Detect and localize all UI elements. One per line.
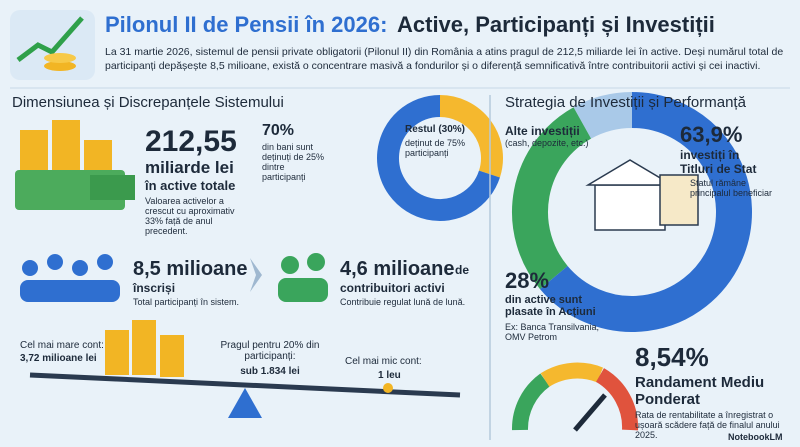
performance-note: Rata de rentabilitate a înregistrat o uș… bbox=[635, 410, 780, 440]
gov-pct: 63,9% bbox=[680, 122, 743, 147]
gov-note: Statul rămâne principalul beneficiar bbox=[690, 178, 773, 198]
concentration-pct: 70% bbox=[262, 122, 295, 139]
title-lead: Pilonul II de Pensii în 2026: bbox=[105, 12, 388, 37]
assets-unit: miliarde lei bbox=[145, 158, 234, 177]
performance-label: Randament Mediu Ponderat bbox=[635, 374, 765, 408]
donut-segment bbox=[439, 95, 503, 178]
brand: NotebookLM bbox=[728, 432, 783, 442]
min-value: 1 leu bbox=[378, 370, 401, 381]
gov-desc: investiți în Titluri de Stat bbox=[680, 148, 757, 176]
description: La 31 martie 2026, sistemul de pensii pr… bbox=[105, 46, 784, 72]
active-people-icon bbox=[278, 253, 328, 302]
rest-label: Restul (30%) bbox=[405, 124, 466, 135]
section-heading: Dimensiunea și Discrepanțele Sistemului bbox=[12, 94, 284, 111]
min-label: Cel mai mic cont: bbox=[345, 356, 422, 367]
donut-segment bbox=[512, 107, 592, 290]
money-icon bbox=[15, 120, 135, 210]
threshold-label: Pragul pentru 20% din participanți: bbox=[220, 340, 320, 362]
active-sub: contribuitori activi bbox=[340, 281, 445, 295]
section-heading: Strategia de Investiții și Performanță bbox=[505, 94, 746, 111]
other-label: Alte investiții bbox=[505, 124, 580, 138]
participants-sub: înscriși bbox=[133, 281, 176, 295]
people-icon bbox=[20, 254, 120, 302]
donut-segment bbox=[573, 92, 633, 139]
eq-desc: din active sunt plasate în Acțiuni bbox=[505, 294, 596, 318]
eq-note: Ex: Banca Transilvania, OMV Petrom bbox=[505, 322, 600, 342]
logo-icon bbox=[10, 10, 95, 80]
active-note: Contribuie regulat lună de lună. bbox=[340, 297, 466, 307]
donut-segment bbox=[377, 95, 500, 221]
donut-segment bbox=[540, 92, 752, 332]
assets-sub: în active totale bbox=[145, 178, 236, 193]
arrow bbox=[250, 258, 262, 292]
assets-value: 212,55 bbox=[145, 125, 237, 158]
gauge bbox=[512, 362, 639, 432]
concentration-desc: din bani sunt deținuți de 25% dintre par… bbox=[262, 142, 325, 182]
seesaw bbox=[29, 320, 461, 418]
participants-value: 8,5 milioane bbox=[133, 258, 248, 280]
max-label: Cel mai mare cont: bbox=[20, 340, 104, 351]
assets-note: Valoarea activelor a crescut cu aproxima… bbox=[145, 196, 235, 236]
rest-desc: deținut de 75% participanți bbox=[405, 138, 466, 158]
other-desc: (cash, depozite, etc.) bbox=[505, 138, 589, 148]
title-rest: Active, Participanți și Investiții bbox=[397, 12, 715, 37]
active-joiner: de bbox=[455, 263, 470, 277]
eq-pct: 28% bbox=[505, 268, 550, 293]
active-value: 4,6 milioane bbox=[340, 258, 455, 280]
max-value: 3,72 milioane lei bbox=[20, 353, 97, 364]
participants-note: Total participanți în sistem. bbox=[133, 297, 240, 307]
bank-icon bbox=[585, 159, 699, 231]
performance-value: 8,54% bbox=[635, 342, 709, 372]
threshold-value: sub 1.834 lei bbox=[240, 366, 300, 377]
